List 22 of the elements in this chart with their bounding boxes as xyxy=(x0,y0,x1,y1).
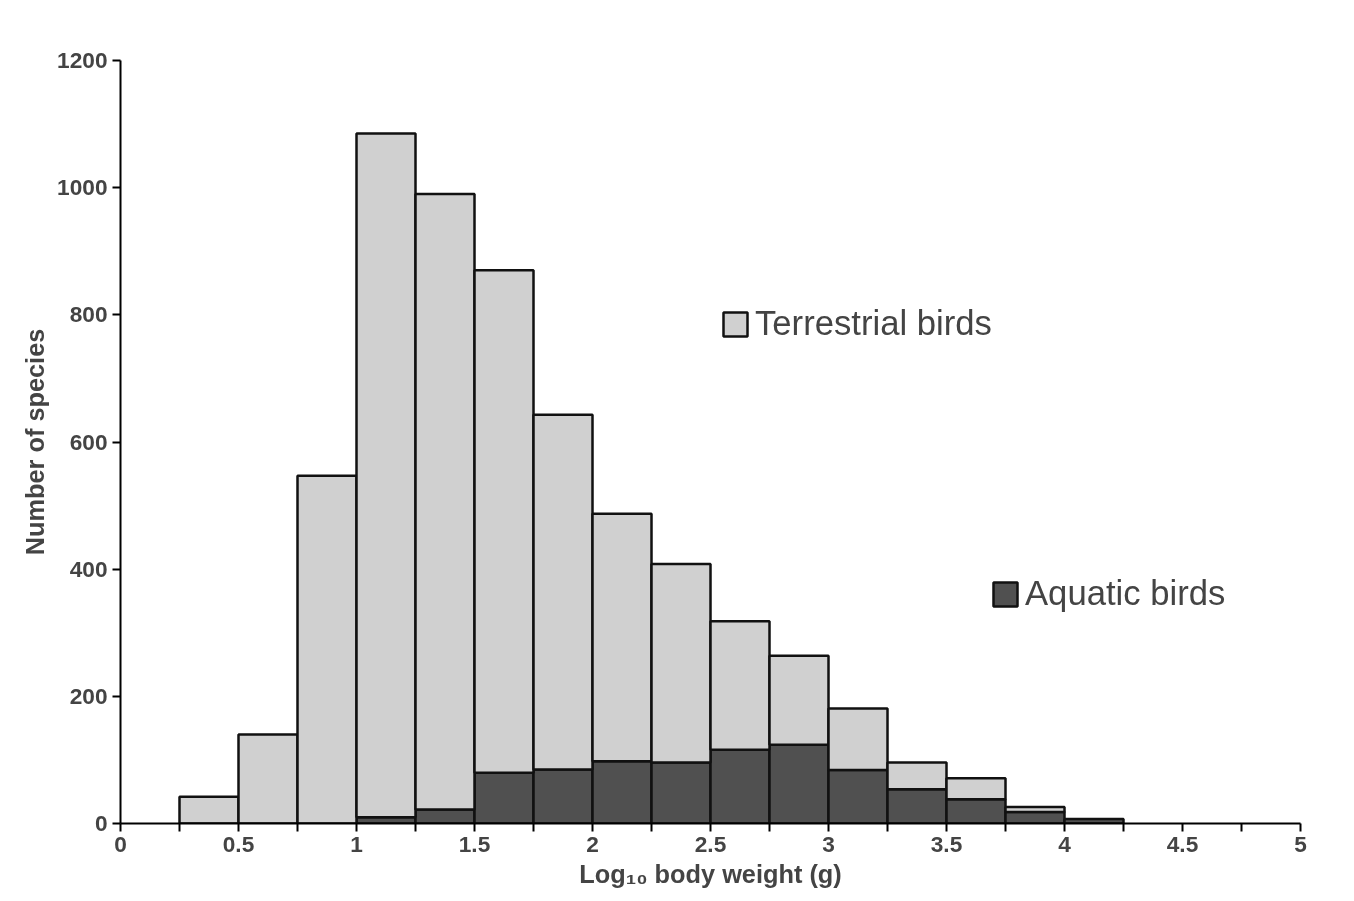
y-tick-label: 1000 xyxy=(57,174,108,201)
x-tick-label: 1 xyxy=(350,830,363,857)
x-tick-label: 5 xyxy=(1294,830,1307,857)
x-tick-label: 3 xyxy=(822,830,835,857)
x-tick-label: 0.5 xyxy=(222,830,255,857)
y-tick-label: 0 xyxy=(94,810,108,836)
x-axis-title: Log₁₀ body weight (g) xyxy=(579,859,842,888)
x-tick-label: 1.5 xyxy=(458,830,491,857)
x-tick-label: 4 xyxy=(1058,830,1072,857)
y-axis-title: Number of species xyxy=(21,328,50,556)
y-tick-label: 400 xyxy=(69,555,108,582)
x-tick-label: 2.5 xyxy=(694,830,727,857)
y-tick-label: 1200 xyxy=(57,47,108,73)
legend-label: Aquatic birds xyxy=(1025,574,1226,613)
x-tick-label: 0 xyxy=(114,830,127,857)
y-tick-label: 200 xyxy=(69,682,108,709)
y-tick-label: 600 xyxy=(69,428,108,455)
y-tick-label: 800 xyxy=(69,301,108,328)
legend-label: Terrestrial birds xyxy=(755,304,992,343)
x-tick-label: 4.5 xyxy=(1166,830,1199,857)
x-tick-label: 2 xyxy=(586,830,599,857)
x-tick-label: 3.5 xyxy=(930,830,963,857)
